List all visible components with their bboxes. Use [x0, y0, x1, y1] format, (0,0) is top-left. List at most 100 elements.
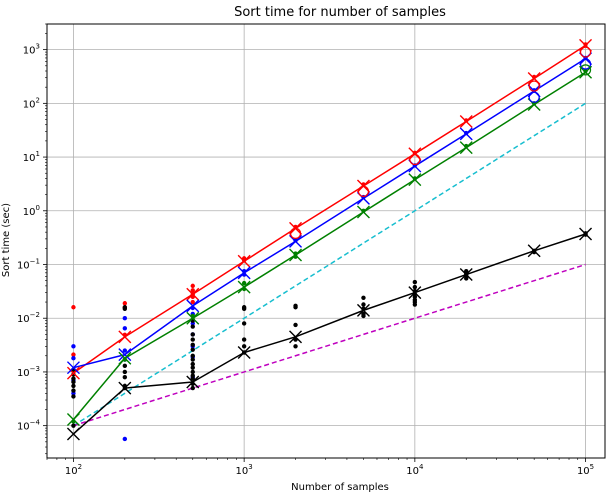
reference-line	[73, 102, 586, 427]
y-tick-label: 10−1	[17, 258, 40, 272]
chart-title: Sort time for number of samples	[234, 5, 446, 20]
x-marker	[186, 287, 200, 301]
sample-point	[190, 337, 195, 342]
sample-point	[361, 313, 366, 319]
x-marker	[527, 244, 541, 258]
sample-point	[361, 295, 366, 300]
sample-point	[190, 353, 195, 358]
sample-point	[190, 299, 195, 305]
sample-point	[122, 326, 128, 331]
x-marker	[66, 427, 80, 441]
circle-marker	[528, 91, 540, 103]
x-tick-label: 104	[406, 463, 424, 477]
series-lines	[72, 44, 586, 435]
reference-lines	[73, 102, 586, 427]
x-marker	[186, 299, 200, 313]
x-marker	[356, 303, 370, 317]
sample-point	[241, 344, 247, 349]
x-marker	[408, 286, 422, 300]
plot-frame	[46, 23, 606, 459]
sample-point	[71, 305, 76, 310]
series-line	[73, 44, 586, 374]
sample-point	[190, 324, 195, 329]
x-marker	[186, 311, 200, 325]
sample-point	[71, 356, 76, 361]
y-tick-label: 10−2	[17, 311, 40, 325]
x-marker	[118, 348, 132, 362]
circle-marker	[579, 64, 592, 76]
x-marker	[66, 366, 80, 380]
x-marker	[237, 266, 251, 280]
circle-marker	[579, 46, 592, 58]
y-tick-label: 101	[23, 150, 40, 164]
sample-point	[122, 306, 128, 311]
x-axis-label: Number of samples	[291, 482, 389, 493]
sample-point	[190, 332, 195, 337]
sample-point	[71, 352, 76, 357]
y-tick-label: 10−3	[17, 365, 40, 379]
x-marker	[289, 234, 303, 248]
x-marker	[237, 346, 251, 360]
x-marker	[408, 147, 422, 161]
sample-point	[71, 344, 76, 349]
sample-point	[412, 284, 418, 290]
sample-point	[71, 376, 76, 381]
y-tick-label: 103	[23, 43, 40, 57]
sample-point	[190, 342, 195, 348]
x-marker	[237, 280, 251, 294]
sample-point	[71, 388, 76, 393]
x-marker	[459, 141, 473, 155]
sample-point	[122, 301, 128, 306]
x-tick-label: 103	[236, 463, 253, 477]
reference-line	[73, 263, 586, 427]
sample-point	[293, 344, 298, 349]
sample-point	[190, 361, 195, 367]
sample-point	[241, 306, 247, 311]
x-marker	[66, 361, 80, 375]
sample-point	[71, 423, 76, 428]
sample-point	[122, 348, 128, 353]
x-tick-label: 105	[577, 463, 594, 477]
x-marker	[289, 330, 303, 344]
sample-point	[241, 321, 247, 326]
sample-point	[464, 276, 469, 281]
sample-point	[122, 363, 128, 369]
circle-marker	[409, 153, 421, 166]
sample-point	[241, 337, 247, 342]
sample-point	[361, 302, 366, 307]
x-marker	[459, 268, 473, 282]
series-markers	[66, 38, 593, 441]
sample-point	[190, 283, 195, 289]
grid-lines	[47, 24, 605, 458]
x-tick-label: 102	[65, 463, 82, 477]
sample-point	[293, 305, 298, 310]
circle-marker	[579, 58, 592, 70]
x-marker	[289, 248, 303, 262]
y-tick-label: 10−4	[17, 419, 41, 433]
sample-point	[122, 316, 128, 321]
sample-point	[71, 383, 76, 389]
x-marker	[66, 413, 80, 427]
circle-marker	[289, 227, 302, 239]
x-marker	[408, 173, 422, 187]
sample-point	[412, 279, 418, 285]
sample-point	[122, 369, 128, 375]
sample-point	[71, 394, 76, 399]
circle-marker	[357, 185, 370, 197]
sample-point	[190, 365, 195, 370]
x-marker	[459, 127, 473, 141]
x-marker	[118, 381, 132, 395]
x-marker	[118, 351, 132, 365]
sample-point	[190, 288, 195, 293]
sample-point	[190, 347, 195, 352]
sample-point	[122, 374, 128, 380]
series-line	[72, 71, 586, 421]
x-marker	[579, 227, 593, 241]
y-axis-label: Sort time (sec)	[1, 203, 12, 277]
sample-point	[190, 385, 195, 391]
series-line	[73, 57, 586, 369]
x-marker	[579, 65, 593, 79]
x-marker	[459, 114, 473, 128]
